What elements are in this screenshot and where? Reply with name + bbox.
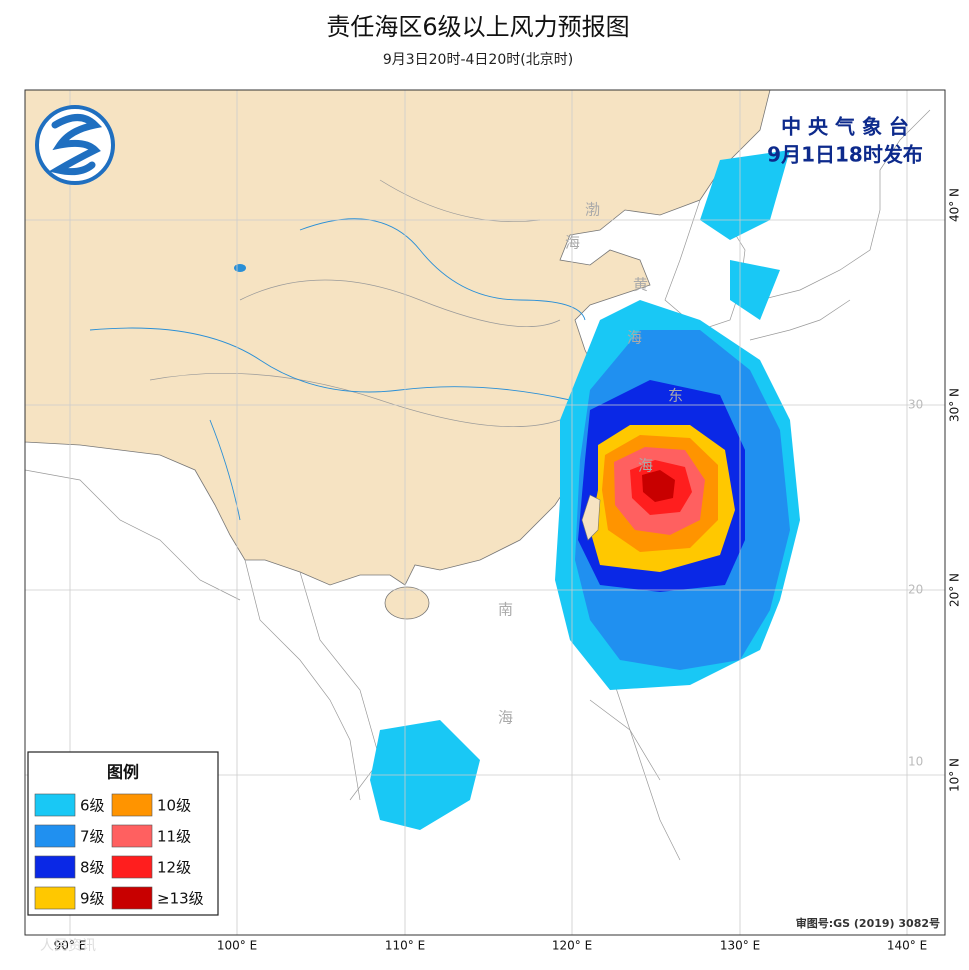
rivers: [89, 218, 586, 521]
lon-label: 140° E: [887, 939, 927, 953]
legend-label: 11级: [157, 828, 191, 846]
agency: 中 央 气 象 台: [781, 115, 909, 139]
legend-label: 10级: [157, 797, 191, 815]
sea-label: 南: [498, 601, 513, 619]
sea-label: 海: [638, 457, 653, 475]
sea-label: 东: [668, 387, 683, 405]
legend-swatch: [111, 824, 153, 848]
borders: [25, 109, 931, 861]
title: 责任海区6级以上风力预报图: [326, 13, 629, 41]
wind-13: [642, 470, 675, 502]
taiwan: [581, 494, 601, 541]
legend-swatch: [34, 793, 76, 817]
wind-areas: [370, 150, 800, 830]
lat-labels: 40° N 30° N 20° N 10° N: [948, 188, 962, 792]
legend-swatch: [34, 855, 76, 879]
sea-label: 海: [565, 234, 580, 252]
legend-swatch: [111, 886, 153, 910]
legend-swatch: [34, 886, 76, 910]
grid-label: 20: [908, 583, 923, 597]
lon-label: 130° E: [720, 939, 760, 953]
grid-label: 10: [908, 755, 923, 769]
legend-label: ≥13级: [157, 890, 204, 908]
legend-label: 9级: [80, 890, 105, 908]
grid-labels: 30 20 10: [908, 398, 923, 769]
lon-labels: 90° E 100° E 110° E 120° E 130° E 140° E: [54, 939, 927, 953]
legend-label: 12级: [157, 859, 191, 877]
legend-swatch: [111, 793, 153, 817]
legend-label: 6级: [80, 797, 105, 815]
hainan: [384, 586, 430, 620]
graticule: [25, 90, 945, 935]
lon-label: 110° E: [385, 939, 425, 953]
lat-label: 10° N: [948, 758, 962, 792]
lat-label: 30° N: [948, 388, 962, 422]
sea-labels: 渤 海 黄 海 东 海 南 海: [498, 201, 683, 727]
approval: 审图号:GS (2019) 3082号: [796, 916, 940, 930]
legend-label: 7级: [80, 828, 105, 846]
legend-swatch: [34, 824, 76, 848]
legend: 图例 6级 10级 7级 11级 8级 12级 9级 ≥13级: [27, 751, 219, 916]
lat-label: 20° N: [948, 573, 962, 607]
legend-label: 8级: [80, 859, 105, 877]
lon-label: 100° E: [217, 939, 257, 953]
logo: [35, 105, 115, 185]
lon-label: 120° E: [552, 939, 592, 953]
map-area: 渤 海 黄 海 东 海 南 海 30 20 10 中 央 气 象 台 9月1日1…: [25, 90, 945, 935]
legend-title: 图例: [107, 763, 139, 782]
sea-label: 渤: [585, 201, 600, 219]
sea-label: 黄: [633, 276, 648, 294]
sea-label: 海: [498, 709, 513, 727]
lat-label: 40° N: [948, 188, 962, 222]
issue-time: 9月1日18时发布: [767, 143, 923, 167]
sea-label: 海: [627, 329, 642, 347]
legend-swatch: [111, 855, 153, 879]
lon-label: 90° E: [54, 939, 87, 953]
lake: [234, 264, 246, 272]
subtitle: 9月3日20时-4日20时(北京时): [383, 52, 573, 68]
watermark: 人民资讯: [40, 938, 96, 954]
grid-label: 30: [908, 398, 923, 412]
map-frame: [24, 89, 946, 936]
